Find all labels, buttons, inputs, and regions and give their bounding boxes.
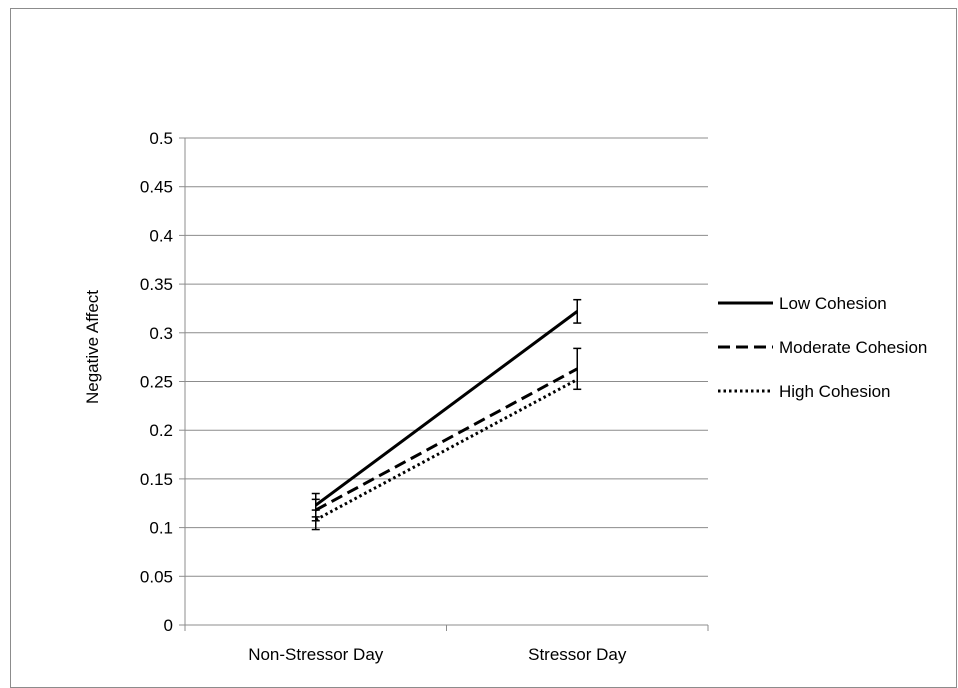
y-tick-label: 0.35 <box>140 275 173 294</box>
y-tick-label: 0.15 <box>140 470 173 489</box>
y-tick-label: 0.3 <box>149 324 173 343</box>
legend: Low Cohesion Moderate Cohesion High Cohesi… <box>718 294 927 401</box>
y-tick-label: 0.5 <box>149 129 173 148</box>
x-tick-label: Stressor Day <box>528 645 627 664</box>
legend-label-2: Moderate Cohesion <box>779 338 927 357</box>
y-tick-label: 0.25 <box>140 373 173 392</box>
series-line-2 <box>315 367 578 512</box>
error-bars <box>311 298 582 531</box>
y-tick-label: 0.2 <box>149 421 173 440</box>
axes <box>179 137 709 631</box>
series-lines <box>314 310 579 522</box>
gridlines <box>185 137 708 577</box>
series-line-3 <box>315 378 578 522</box>
y-tick-label: 0.1 <box>149 519 173 538</box>
x-tick-labels: Non-Stressor Day Stressor Day <box>248 645 627 664</box>
y-tick-label: 0.4 <box>149 226 173 245</box>
y-tick-labels: 0 0.05 0.1 0.15 0.2 0.25 0.3 0.35 0.4 0.45 0.5 <box>140 129 173 635</box>
error-bar <box>573 298 582 324</box>
y-tick-label: 0.45 <box>140 178 173 197</box>
x-tick-label: Non-Stressor Day <box>248 645 384 664</box>
legend-label-1: Low Cohesion <box>779 294 887 313</box>
error-bar <box>311 509 320 531</box>
y-tick-label: 0 <box>164 616 173 635</box>
legend-label-3: High Cohesion <box>779 382 891 401</box>
y-tick-label: 0.05 <box>140 567 173 586</box>
series-line-1 <box>314 310 579 507</box>
error-bar <box>573 347 582 391</box>
y-axis-title: Negative Affect <box>83 290 102 404</box>
